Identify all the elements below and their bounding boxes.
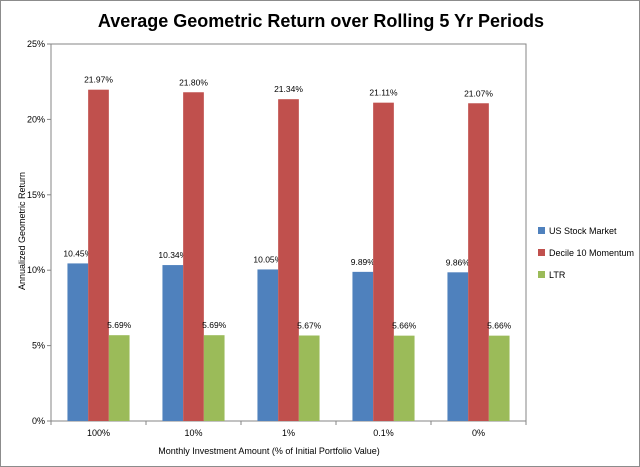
data-label: 21.97% [84,75,113,85]
plot-area: 0% 5% 10% 15% 20% 25% 100% 10.45% 21.97% 5.69% 10%… [27,39,527,438]
bar [468,103,489,421]
bar [88,89,109,422]
bar [257,269,279,421]
bar [488,335,510,421]
chart-title: Average Geometric Return over Rolling 5 … [98,11,544,31]
x-tick-label: 10% [184,428,202,438]
y-tick-label: 25% [27,39,45,49]
legend-label: LTR [549,270,566,280]
bar [203,335,225,421]
data-label: 5.66% [392,321,417,331]
data-label: 9.89% [351,257,376,267]
x-tick-label: 100% [87,428,110,438]
y-tick-label: 5% [32,341,45,351]
legend-swatch [538,249,545,256]
bar [183,92,204,422]
bar [67,263,89,421]
legend-swatch [538,227,545,234]
legend-label: Decile 10 Momentum [549,248,634,258]
data-label: 21.34% [274,84,303,94]
data-label: 10.45% [63,248,92,258]
y-tick-label: 0% [32,416,45,426]
bar [447,272,469,421]
bar [298,335,320,421]
y-tick-label: 10% [27,265,45,275]
data-label: 5.69% [107,320,132,330]
data-label: 9.86% [446,257,471,267]
y-tick-label: 20% [27,114,45,124]
data-label: 5.67% [297,320,322,330]
legend: US Stock Market Decile 10 Momentum LTR [538,226,634,280]
bar [393,335,415,421]
y-axis-title: Annualized Geometric Return [17,172,27,290]
x-tick-label: 0.1% [373,428,394,438]
data-label: 10.05% [253,254,282,264]
x-tick-label: 1% [282,428,295,438]
bar [352,271,374,421]
data-label: 21.80% [179,77,208,87]
data-label: 21.11% [369,88,398,98]
bar [373,102,394,422]
legend-label: US Stock Market [549,226,617,236]
y-tick-label: 15% [27,190,45,200]
bar [162,265,184,421]
data-label: 10.34% [158,250,187,260]
x-axis-title: Monthly Investment Amount (% of Initial … [158,446,379,456]
data-label: 5.66% [487,321,512,331]
data-label: 5.69% [202,320,227,330]
x-tick-label: 0% [472,428,485,438]
bar [278,99,299,421]
bar [108,335,130,421]
data-label: 21.07% [464,88,493,98]
legend-swatch [538,271,545,278]
